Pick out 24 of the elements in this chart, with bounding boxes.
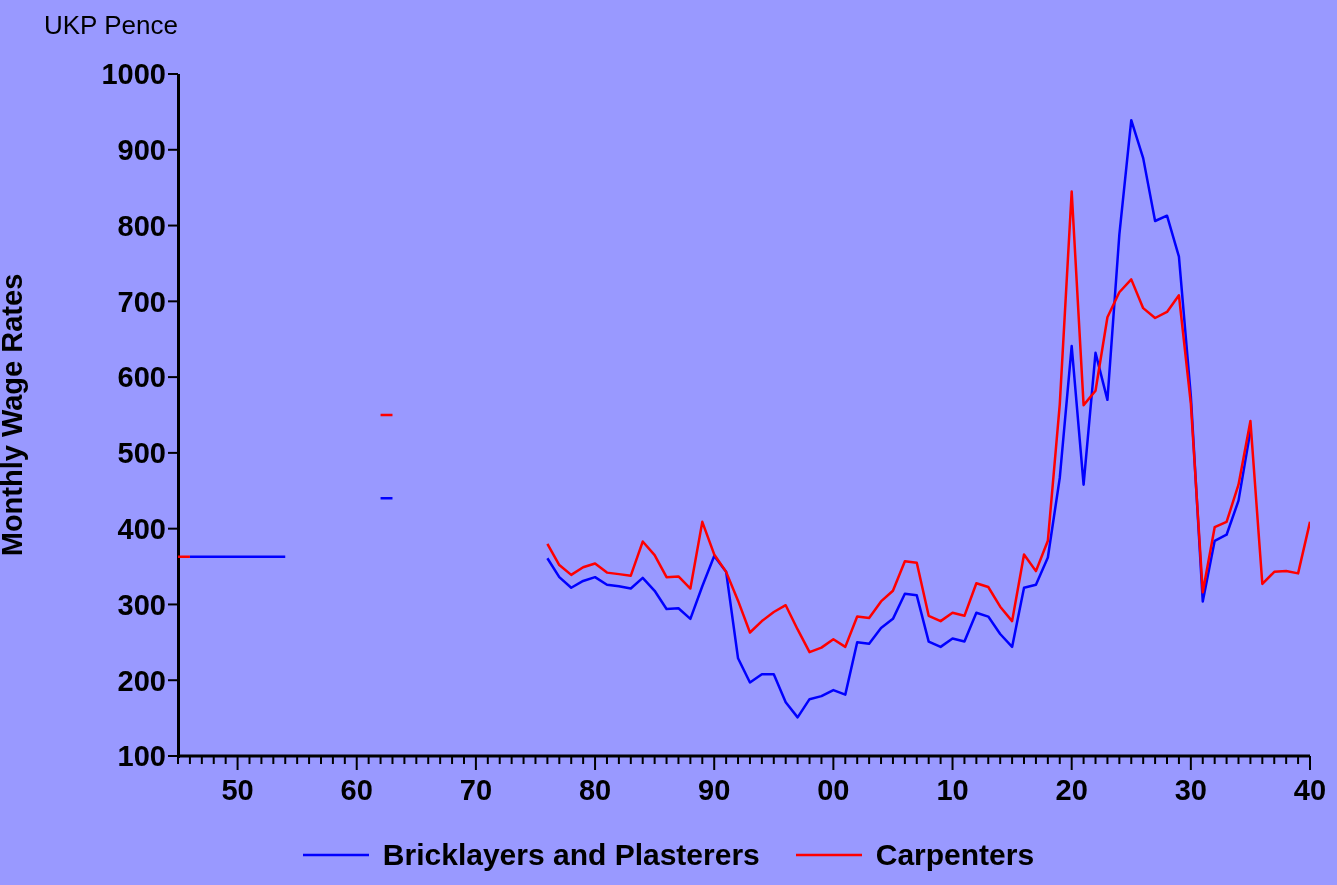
x-tick-label: 80 (578, 774, 612, 806)
x-tick-label: 20 (1055, 774, 1088, 806)
text: UKP Pence (44, 10, 178, 41)
x-tick-label: 70 (459, 774, 493, 806)
y-tick-label: 700 (117, 285, 166, 318)
x-tick-label: 50 (221, 774, 254, 806)
y-tick-label: 500 (117, 437, 166, 470)
y-tick-label: 300 (117, 588, 166, 621)
x-tick-label: 40 (1293, 774, 1327, 806)
y-tick-label: 900 (117, 134, 166, 167)
y-tick-label: 1000 (101, 58, 166, 91)
y-tick-label: 600 (117, 361, 166, 394)
y-tick-label: 200 (117, 664, 166, 697)
x-tick-label: 60 (340, 774, 373, 806)
x-tick-label: 90 (698, 774, 731, 806)
x-tick-label: 30 (1174, 774, 1207, 806)
y-tick-label: 100 (117, 740, 166, 773)
y-tick-label: 800 (117, 209, 166, 242)
x-tick-label: 00 (817, 774, 850, 806)
legend-label: Bricklayers and Plasterers (382, 838, 760, 872)
x-tick-label: 10 (936, 774, 969, 806)
y-tick-label: 400 (117, 512, 166, 545)
legend-label: Carpenters (875, 838, 1035, 872)
y-axis-title: Monthly Wage Rates (0, 273, 29, 557)
